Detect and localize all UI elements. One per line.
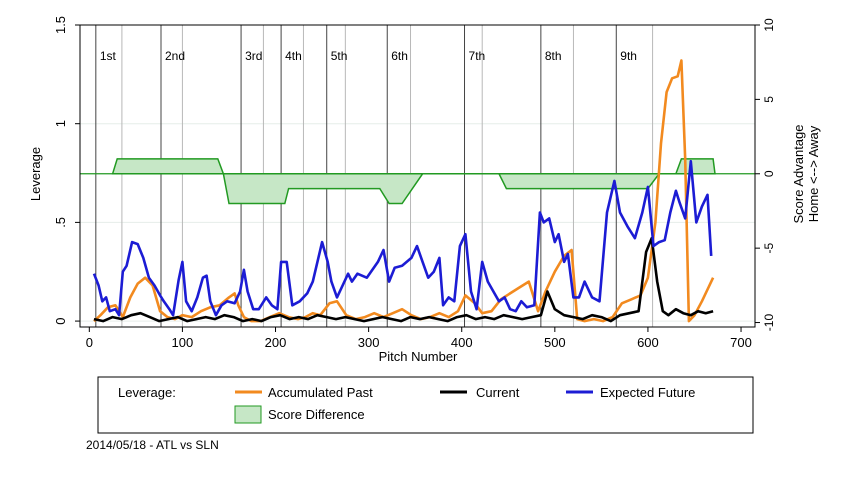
x-tick-label-6: 600: [637, 335, 659, 350]
x-tick-label-2: 200: [265, 335, 287, 350]
y-axis-label: Leverage: [28, 147, 43, 201]
legend-label-accumulated-past: Accumulated Past: [268, 385, 373, 400]
plot-frame: [79, 24, 756, 328]
x-axis-label: Pitch Number: [379, 349, 458, 364]
y2-tick-label-1: -5: [762, 242, 776, 253]
footnote: 2014/05/18 - ATL vs SLN: [86, 438, 219, 452]
y-tick-label-1: .5: [53, 217, 68, 228]
legend-label-score-difference: Score Difference: [268, 407, 365, 422]
score-difference-area: [80, 158, 755, 205]
y2-axis-ticks: -10 -5 0 5 10: [755, 18, 776, 331]
x-tick-label-5: 500: [544, 335, 566, 350]
series-line-expected-future: [92, 159, 713, 317]
x-tick-label-3: 300: [358, 335, 380, 350]
legend: Leverage: Accumulated Past Current Expec…: [97, 376, 754, 434]
legend-box: [97, 376, 754, 434]
y2-tick-label-2: 0: [762, 170, 776, 177]
inning-label-4: 5th: [331, 49, 348, 63]
y-tick-label-2: 1: [53, 120, 68, 127]
y2-tick-label-3: 5: [762, 96, 776, 103]
y-tick-label-3: 1.5: [53, 16, 68, 34]
x-tick-label-7: 700: [730, 335, 752, 350]
series-lines: [92, 59, 715, 323]
x-tick-label-0: 0: [86, 335, 93, 350]
inning-label-1: 2nd: [165, 49, 185, 63]
legend-label-expected-future: Expected Future: [600, 385, 695, 400]
inning-label-8: 9th: [620, 49, 637, 63]
legend-title: Leverage:: [118, 385, 176, 400]
y2-tick-label-0: -10: [762, 314, 776, 332]
score-difference-shape: [111, 158, 716, 205]
x-tick-label-1: 100: [172, 335, 194, 350]
inning-label-3: 4th: [285, 49, 302, 63]
inning-label-6: 7th: [469, 49, 486, 63]
x-tick-label-4: 400: [451, 335, 473, 350]
y2-axis-label-line1: Score Advantage: [791, 124, 806, 223]
inning-label-7: 8th: [545, 49, 562, 63]
y2-axis-label-line2: Home <--> Away: [806, 125, 821, 222]
y2-tick-label-4: 10: [762, 18, 776, 32]
x-axis-ticks: 0 100 200 300 400 500 600 700: [86, 327, 752, 350]
inning-label-2: 3rd: [245, 49, 262, 63]
legend-swatch-score-difference: [234, 405, 262, 424]
y-axis-ticks: 0 .5 1 1.5: [53, 16, 80, 325]
inning-label-0: 1st: [100, 49, 117, 63]
inning-label-5: 6th: [391, 49, 408, 63]
series-line-current: [93, 236, 714, 323]
y-tick-label-0: 0: [53, 317, 68, 324]
legend-label-current: Current: [476, 385, 520, 400]
